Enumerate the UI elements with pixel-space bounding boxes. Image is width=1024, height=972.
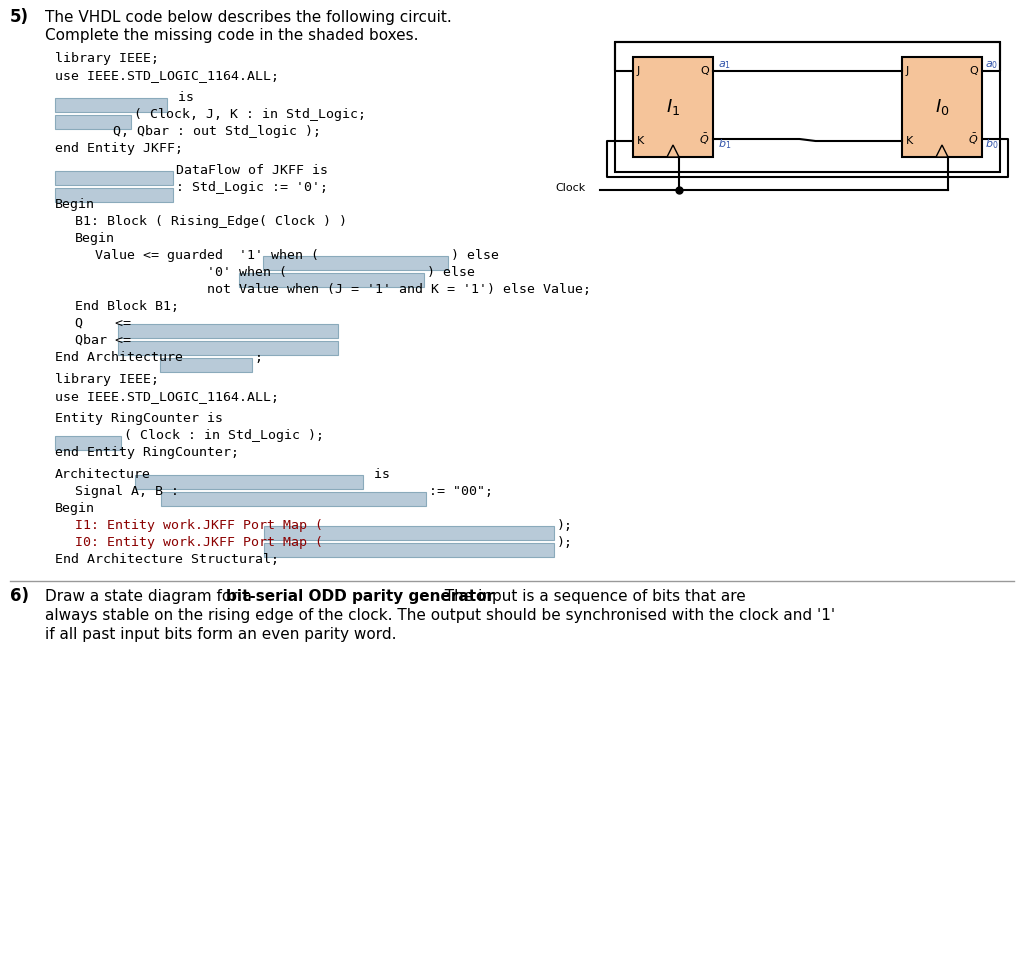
- Text: Signal A, B :: Signal A, B :: [75, 485, 179, 498]
- Bar: [264, 526, 554, 540]
- Text: ( Clock, J, K : in Std_Logic;: ( Clock, J, K : in Std_Logic;: [134, 108, 366, 121]
- Text: $I_1$: $I_1$: [666, 97, 680, 117]
- Text: Value <= guarded  '1' when (: Value <= guarded '1' when (: [95, 249, 319, 262]
- Text: $b_0$: $b_0$: [985, 137, 998, 151]
- Text: := "00";: := "00";: [429, 485, 494, 498]
- Bar: [902, 57, 982, 157]
- Text: Architecture: Architecture: [55, 468, 151, 481]
- Bar: [633, 57, 713, 157]
- Text: ) else: ) else: [427, 266, 475, 279]
- Text: Complete the missing code in the shaded boxes.: Complete the missing code in the shaded …: [45, 28, 419, 43]
- Text: 6): 6): [10, 587, 29, 605]
- Text: Begin: Begin: [75, 232, 115, 245]
- Text: library IEEE;: library IEEE;: [55, 373, 159, 386]
- Text: K: K: [637, 136, 644, 146]
- Text: I0: Entity work.JKFF Port Map (: I0: Entity work.JKFF Port Map (: [75, 536, 323, 549]
- Bar: [160, 358, 252, 372]
- Bar: [55, 171, 173, 185]
- Bar: [55, 98, 167, 112]
- Text: J: J: [906, 66, 909, 76]
- Text: library IEEE;: library IEEE;: [55, 52, 159, 65]
- Text: End Architecture Structural;: End Architecture Structural;: [55, 553, 279, 566]
- Text: bit-serial ODD parity generator: bit-serial ODD parity generator: [226, 589, 495, 604]
- Text: ( Clock : in Std_Logic );: ( Clock : in Std_Logic );: [124, 429, 324, 442]
- Polygon shape: [936, 145, 948, 157]
- Text: Entity RingCounter is: Entity RingCounter is: [55, 412, 223, 425]
- Text: . The input is a sequence of bits that are: . The input is a sequence of bits that a…: [435, 589, 745, 604]
- Text: ) else: ) else: [451, 249, 499, 262]
- Bar: [118, 324, 338, 338]
- Bar: [55, 115, 131, 129]
- Text: End Block B1;: End Block B1;: [75, 300, 179, 313]
- Polygon shape: [667, 145, 679, 157]
- Bar: [135, 475, 362, 489]
- Text: 5): 5): [10, 8, 29, 26]
- Text: end Entity RingCounter;: end Entity RingCounter;: [55, 446, 239, 459]
- Text: Begin: Begin: [55, 502, 95, 515]
- Bar: [55, 436, 121, 450]
- Text: '0' when (: '0' when (: [95, 266, 287, 279]
- Text: $b_1$: $b_1$: [718, 137, 731, 151]
- Text: $I_0$: $I_0$: [935, 97, 949, 117]
- Text: if all past input bits form an even parity word.: if all past input bits form an even pari…: [45, 627, 396, 642]
- Text: Begin: Begin: [55, 198, 95, 211]
- Text: End Architecture: End Architecture: [55, 351, 183, 364]
- Text: B1: Block ( Rising_Edge( Clock ) ): B1: Block ( Rising_Edge( Clock ) ): [75, 215, 347, 228]
- Text: J: J: [637, 66, 640, 76]
- Text: );: );: [557, 536, 573, 549]
- Text: Q: Q: [970, 66, 978, 76]
- Bar: [239, 273, 424, 287]
- Text: Clock: Clock: [555, 183, 586, 193]
- Text: );: );: [557, 519, 573, 532]
- Bar: [118, 341, 338, 355]
- Bar: [615, 42, 1000, 172]
- Bar: [161, 492, 426, 506]
- Text: I1: Entity work.JKFF Port Map (: I1: Entity work.JKFF Port Map (: [75, 519, 323, 532]
- Text: always stable on the rising edge of the clock. The output should be synchronised: always stable on the rising edge of the …: [45, 608, 836, 623]
- Text: : Std_Logic := '0';: : Std_Logic := '0';: [176, 181, 328, 194]
- Text: Q: Q: [700, 66, 709, 76]
- Text: is: is: [170, 91, 194, 104]
- Bar: [55, 188, 173, 202]
- Text: $\bar{Q}$: $\bar{Q}$: [968, 131, 978, 147]
- Text: $\bar{Q}$: $\bar{Q}$: [698, 131, 709, 147]
- Bar: [264, 543, 554, 557]
- Text: end Entity JKFF;: end Entity JKFF;: [55, 142, 183, 155]
- Text: ;: ;: [255, 351, 262, 364]
- Text: not Value when (J = '1' and K = '1') else Value;: not Value when (J = '1' and K = '1') els…: [95, 283, 591, 296]
- Text: use IEEE.STD_LOGIC_1164.ALL;: use IEEE.STD_LOGIC_1164.ALL;: [55, 69, 279, 82]
- Text: $a_1$: $a_1$: [718, 59, 731, 71]
- Text: DataFlow of JKFF is: DataFlow of JKFF is: [176, 164, 328, 177]
- Text: $a_0$: $a_0$: [985, 59, 998, 71]
- Text: Q, Qbar : out Std_logic );: Q, Qbar : out Std_logic );: [113, 125, 321, 138]
- Text: Q    <=: Q <=: [75, 317, 131, 330]
- Text: Qbar <=: Qbar <=: [75, 334, 131, 347]
- Text: Draw a state diagram for a: Draw a state diagram for a: [45, 589, 257, 604]
- Text: The VHDL code below describes the following circuit.: The VHDL code below describes the follow…: [45, 10, 452, 25]
- Text: K: K: [906, 136, 913, 146]
- Bar: [263, 256, 449, 270]
- Text: is: is: [366, 468, 390, 481]
- Text: use IEEE.STD_LOGIC_1164.ALL;: use IEEE.STD_LOGIC_1164.ALL;: [55, 390, 279, 403]
